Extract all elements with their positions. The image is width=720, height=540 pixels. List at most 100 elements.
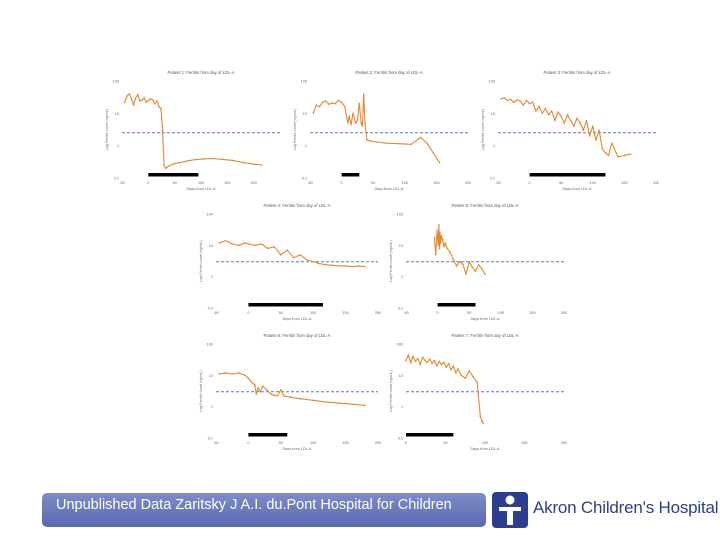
x-tick-label: 100 [482, 441, 488, 445]
ferritin-data-point [471, 266, 474, 269]
y-tick-label: 100 [397, 343, 403, 347]
ferritin-data-point [194, 158, 197, 161]
ferritin-data-point [360, 122, 362, 124]
ferritin-data-point [464, 377, 467, 380]
ferritin-data-point [437, 244, 440, 247]
ferritin-data-point [331, 102, 333, 104]
ferritin-data-point [344, 265, 347, 267]
x-tick-label: 50 [467, 311, 471, 315]
ferritin-data-point [149, 98, 152, 100]
ferritin-data-point [438, 224, 440, 226]
ferritin-data-point [576, 117, 578, 120]
ferritin-data-point [538, 105, 540, 108]
ferritin-data-point [438, 247, 441, 250]
ferritin-data-point [623, 154, 626, 157]
ferritin-data-point [130, 98, 133, 100]
ferritin-data-point [163, 164, 165, 167]
ferritin-data-point [231, 243, 233, 245]
ferritin-data-point [187, 160, 189, 162]
ferritin-data-point [364, 122, 366, 124]
y-tick-label: 1 [493, 144, 495, 148]
ferritin-data-point [338, 402, 340, 404]
ferritin-data-point [358, 102, 361, 105]
x-tick-label: -50 [403, 311, 409, 315]
ferritin-data-point [312, 260, 314, 263]
ferritin-data-point [354, 122, 357, 124]
ferritin-data-point [247, 377, 250, 380]
x-tick-label: 100 [402, 181, 408, 185]
ferritin-data-point [445, 366, 448, 369]
ferritin-data-point [617, 156, 619, 158]
ferritin-data-point [424, 359, 426, 362]
x-tick-label: -50 [213, 311, 219, 315]
ferritin-data-point [350, 123, 352, 126]
ferritin-data-point [260, 243, 263, 245]
y-tick-label: 0.1 [302, 177, 307, 181]
chart-title: Patient 7: Ferritin from day of LDL-A [451, 333, 518, 338]
chart-title: Patient 2: Ferritin from day of LDL-A [355, 70, 422, 75]
ferritin-data-point [441, 239, 444, 241]
ferritin-data-point [468, 260, 470, 263]
x-tick-label: 150 [621, 181, 627, 185]
chart-title: Patient 4: Ferritin from day of LDL-A [263, 203, 330, 208]
ferritin-data-point [351, 403, 353, 405]
ferritin-data-point [231, 159, 234, 162]
ferritin-data-point [444, 242, 446, 244]
y-axis-label: Log Ferritin Level (ng/mL) [105, 109, 109, 150]
y-tick-label: 0.1 [398, 437, 403, 441]
y-tick-label: 0.1 [114, 177, 119, 181]
ferritin-series-line [405, 354, 484, 424]
ferritin-data-point [123, 101, 126, 104]
ferritin-data-point [409, 362, 412, 364]
ferritin-data-point [299, 397, 302, 400]
y-tick-label: 10 [209, 374, 213, 378]
ferritin-data-point [582, 129, 585, 132]
ferritin-data-point [331, 264, 334, 267]
treatment-period-bar [437, 303, 476, 307]
ferritin-data-point [541, 112, 544, 115]
x-axis-label: Days from LDL-A [470, 317, 500, 321]
ferritin-data-point [179, 161, 181, 164]
ferritin-data-point [569, 119, 572, 122]
x-tick-label: 150 [529, 311, 535, 315]
hospital-logo-icon [492, 492, 528, 528]
ferritin-data-point [361, 125, 364, 128]
chart-panel-5: Patient 5: Ferritin from day of LDL-A 0.1… [386, 200, 572, 328]
ferritin-data-point [356, 119, 359, 122]
ferritin-data-point [369, 140, 371, 142]
ferritin-data-point [516, 99, 518, 101]
x-tick-label: 200 [653, 181, 659, 185]
chart-panel-6: Patient 6: Ferritin from day of LDL-A 0.1… [196, 330, 386, 458]
ferritin-data-point [506, 99, 509, 102]
x-tick-label: 200 [465, 181, 471, 185]
ferritin-data-point [224, 372, 227, 374]
x-tick-label: 200 [375, 441, 381, 445]
ferritin-data-point [481, 420, 483, 422]
ferritin-data-point [252, 163, 255, 165]
x-axis-label: Days from LDL-A [374, 187, 404, 191]
ferritin-data-point [535, 109, 537, 112]
ferritin-data-point [343, 105, 346, 108]
ferritin-data-point [500, 98, 502, 100]
x-tick-label: 200 [375, 311, 381, 315]
y-tick-label: 1 [117, 144, 119, 148]
ferritin-data-point [531, 101, 534, 104]
ferritin-series-line [312, 93, 441, 163]
ferritin-data-point [160, 107, 162, 110]
y-axis-label: Log Ferritin Level (ng/mL) [481, 109, 485, 150]
x-tick-label: 50 [559, 181, 563, 185]
ferritin-data-point [554, 119, 556, 122]
ferritin-data-point [410, 143, 412, 146]
ferritin-data-point [340, 101, 343, 104]
ferritin-data-point [161, 129, 164, 132]
ferritin-data-point [231, 373, 233, 375]
ferritin-data-point [312, 112, 314, 115]
ferritin-data-point [280, 253, 282, 256]
ferritin-data-point [337, 99, 340, 102]
ferritin-data-point [325, 100, 327, 102]
ferritin-data-point [544, 107, 547, 110]
ferritin-data-point [397, 142, 400, 145]
ferritin-data-point [351, 265, 353, 268]
ferritin-data-point [250, 381, 253, 384]
ferritin-data-point [237, 244, 240, 247]
